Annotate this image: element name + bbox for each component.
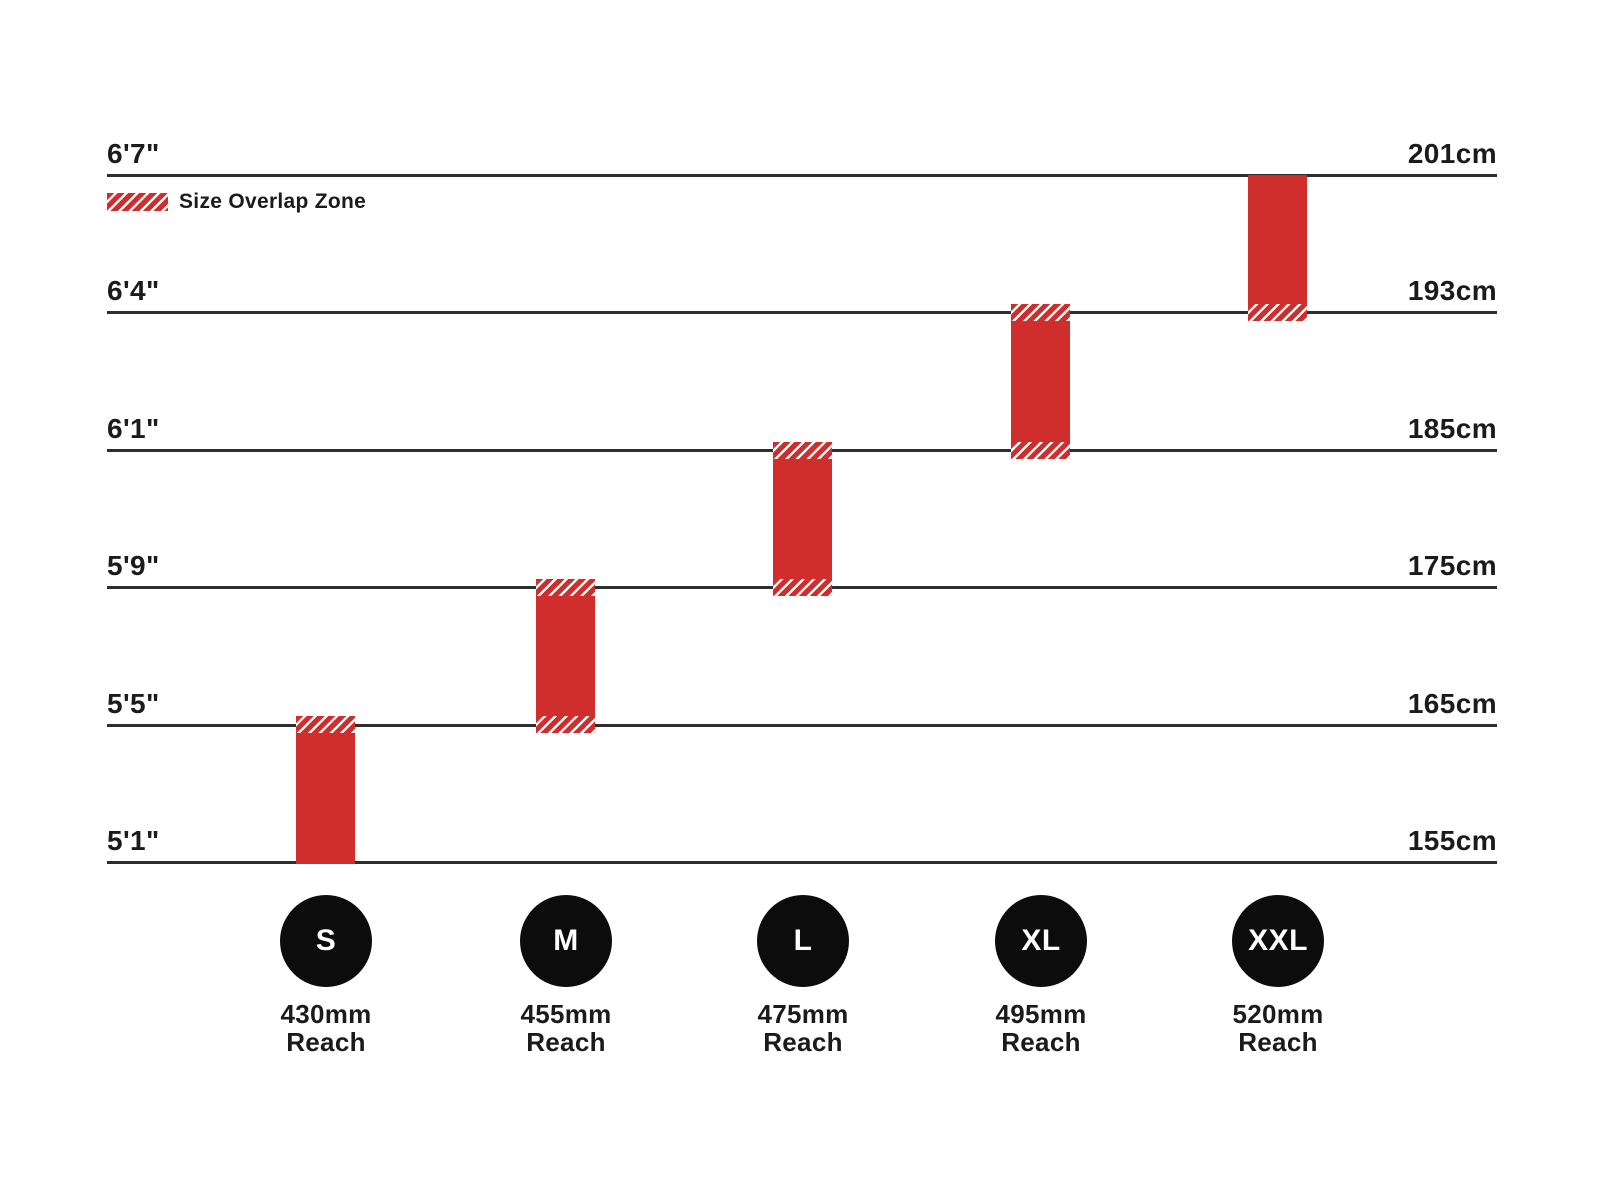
size-bar-m xyxy=(536,579,595,733)
reach-word: Reach xyxy=(286,1027,366,1057)
height-tick-cm: 155cm xyxy=(1407,825,1497,856)
overlap-zone xyxy=(1248,304,1307,321)
height-tick-ft: 5'1" xyxy=(107,825,160,856)
size-bar-l xyxy=(773,442,832,596)
size-circle-l: L xyxy=(757,895,849,987)
size-circle-label: XXL xyxy=(1248,924,1308,957)
reach-value: 495mm xyxy=(995,999,1087,1029)
overlap-zone xyxy=(1011,304,1070,321)
size-circle-xxl: XXL xyxy=(1232,895,1324,987)
size-circle-label: XL xyxy=(1021,924,1061,957)
size-circle-label: M xyxy=(553,924,579,957)
reach-label-s: 430mm Reach xyxy=(226,1000,426,1056)
overlap-zone xyxy=(536,716,595,733)
reach-word: Reach xyxy=(1001,1027,1081,1057)
reach-label-xxl: 520mm Reach xyxy=(1178,1000,1378,1056)
reach-word: Reach xyxy=(763,1027,843,1057)
reach-label-xl: 495mm Reach xyxy=(941,1000,1141,1056)
reach-value: 475mm xyxy=(757,999,849,1029)
height-tick-ft: 6'1" xyxy=(107,413,160,444)
size-bar-xl xyxy=(1011,304,1070,459)
reach-label-m: 455mm Reach xyxy=(466,1000,666,1056)
size-bar-xxl xyxy=(1248,175,1307,321)
gridline-201cm xyxy=(107,174,1497,177)
reach-value: 520mm xyxy=(1232,999,1324,1029)
size-circle-label: L xyxy=(793,924,813,957)
overlap-zone xyxy=(773,579,832,596)
height-tick-cm: 193cm xyxy=(1407,275,1497,306)
overlap-zone xyxy=(296,716,355,733)
height-tick-cm: 175cm xyxy=(1407,550,1497,581)
overlap-hatch-icon xyxy=(107,193,168,211)
size-circle-xl: XL xyxy=(995,895,1087,987)
reach-value: 455mm xyxy=(520,999,612,1029)
size-circle-label: S xyxy=(315,924,337,957)
size-circle-s: S xyxy=(280,895,372,987)
size-bar-s xyxy=(296,716,355,864)
reach-word: Reach xyxy=(1238,1027,1318,1057)
gridline-165cm xyxy=(107,724,1497,727)
reach-label-l: 475mm Reach xyxy=(703,1000,903,1056)
reach-word: Reach xyxy=(526,1027,606,1057)
overlap-zone xyxy=(773,442,832,459)
gridline-155cm xyxy=(107,861,1497,864)
height-tick-ft: 6'4" xyxy=(107,275,160,306)
height-tick-ft: 5'9" xyxy=(107,550,160,581)
size-circle-m: M xyxy=(520,895,612,987)
height-tick-ft: 5'5" xyxy=(107,688,160,719)
legend-label: Size Overlap Zone xyxy=(179,190,367,213)
overlap-zone xyxy=(536,579,595,596)
gridline-193cm xyxy=(107,311,1497,314)
overlap-zone xyxy=(1011,442,1070,459)
height-tick-ft: 6'7" xyxy=(107,138,160,169)
height-tick-cm: 185cm xyxy=(1407,413,1497,444)
legend: Size Overlap Zone xyxy=(107,191,366,213)
height-tick-cm: 165cm xyxy=(1407,688,1497,719)
height-tick-cm: 201cm xyxy=(1407,138,1497,169)
reach-value: 430mm xyxy=(280,999,372,1029)
